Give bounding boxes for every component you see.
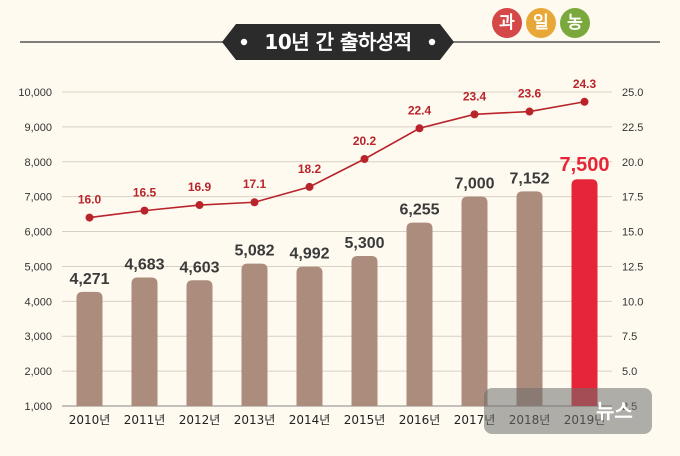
bar-value-label: 4,603 xyxy=(179,259,219,276)
bar-value-label: 7,152 xyxy=(509,170,549,187)
x-tick-label: 2015년 xyxy=(344,413,386,427)
line-point xyxy=(470,110,479,119)
line-value-label: 18.2 xyxy=(298,162,322,176)
line-value-label: 24.3 xyxy=(573,77,597,91)
x-tick-label: 2014년 xyxy=(289,413,331,427)
y-tick-label-left: 7,000 xyxy=(24,192,52,204)
line-point xyxy=(140,206,149,215)
bar xyxy=(241,263,268,406)
line-path xyxy=(89,100,585,219)
y-tick-label-right: 10.0 xyxy=(622,296,643,308)
bar-value-label: 5,082 xyxy=(234,243,274,260)
bar-series xyxy=(76,179,598,406)
watermark-text: 뉴스 xyxy=(596,399,633,423)
line-point xyxy=(85,213,94,222)
line-series xyxy=(85,97,589,222)
y-tick-label-left: 3,000 xyxy=(24,331,52,343)
y-tick-label-right: 15.0 xyxy=(622,227,643,239)
bar-value-label: 4,683 xyxy=(124,257,164,274)
watermark-badge-3: 농 xyxy=(560,8,590,38)
y-tick-label-right: 22.5 xyxy=(622,122,643,134)
line-value-label: 16.0 xyxy=(78,193,102,207)
line-value-label: 23.6 xyxy=(518,87,542,101)
chart-title: 10년 간 출하성적 xyxy=(264,30,412,54)
bar xyxy=(406,222,433,406)
y-tick-label-right: 17.5 xyxy=(622,192,643,204)
line-point xyxy=(360,154,369,163)
y-tick-label-right: 12.5 xyxy=(622,261,643,273)
line-point xyxy=(415,124,424,133)
bar xyxy=(461,196,488,406)
title-banner xyxy=(222,24,454,60)
y-tick-label-right: 20.0 xyxy=(622,157,643,169)
y-tick-label-left: 10,000 xyxy=(18,87,52,99)
line-value-label: 17.1 xyxy=(243,177,267,191)
watermark xyxy=(484,388,652,434)
line-point xyxy=(580,97,589,106)
bar xyxy=(351,255,378,406)
y-tick-label-left: 2,000 xyxy=(24,366,52,378)
x-tick-label: 2011년 xyxy=(124,413,166,427)
line-value-label: 20.2 xyxy=(353,134,377,148)
x-tick-label: 2016년 xyxy=(399,413,441,427)
line-point xyxy=(305,182,314,191)
line-value-label: 16.5 xyxy=(133,186,157,200)
axes: 1,000 2,000 3,000 4,000 5,000 6,000 7,000 8,000… xyxy=(18,87,643,427)
bar xyxy=(186,280,213,406)
bar xyxy=(131,277,158,406)
watermark-badge-1: 과 xyxy=(492,8,522,38)
y-tick-label-right: 25.0 xyxy=(622,87,643,99)
x-tick-label: 2010년 xyxy=(69,413,111,427)
line-point xyxy=(250,198,259,207)
y-tick-label-left: 4,000 xyxy=(24,296,52,308)
bar xyxy=(296,266,323,406)
watermark-badge-2: 일 xyxy=(526,8,556,38)
line-value-label: 23.4 xyxy=(463,89,487,103)
y-tick-label-left: 5,000 xyxy=(24,261,52,273)
bar-value-label: 7,500 xyxy=(559,154,609,176)
line-value-label: 22.4 xyxy=(408,103,432,117)
y-tick-label-left: 9,000 xyxy=(24,122,52,134)
y-tick-label-left: 1,000 xyxy=(24,401,52,413)
x-tick-label: 2013년 xyxy=(234,413,276,427)
bar xyxy=(516,191,543,406)
line-value-label: 16.9 xyxy=(188,180,212,194)
bar-value-label: 6,255 xyxy=(399,202,439,219)
y-tick-label-left: 6,000 xyxy=(24,227,52,239)
bar-value-label: 7,000 xyxy=(454,176,494,193)
y-tick-label-left: 8,000 xyxy=(24,157,52,169)
data-labels: 4,271 4,683 4,603 5,082 4,992 5,300 6,255 7,000… xyxy=(69,77,609,288)
bar-value-label: 4,992 xyxy=(289,246,329,263)
bar xyxy=(571,179,598,406)
bar xyxy=(76,291,103,406)
y-tick-label-right: 7.5 xyxy=(622,331,637,343)
bar-value-label: 5,300 xyxy=(344,235,384,252)
bar-value-label: 4,271 xyxy=(69,271,109,288)
line-point xyxy=(525,107,534,116)
y-tick-label-right: 5.0 xyxy=(622,366,637,378)
x-tick-label: 2012년 xyxy=(179,413,221,427)
line-point xyxy=(195,201,204,210)
